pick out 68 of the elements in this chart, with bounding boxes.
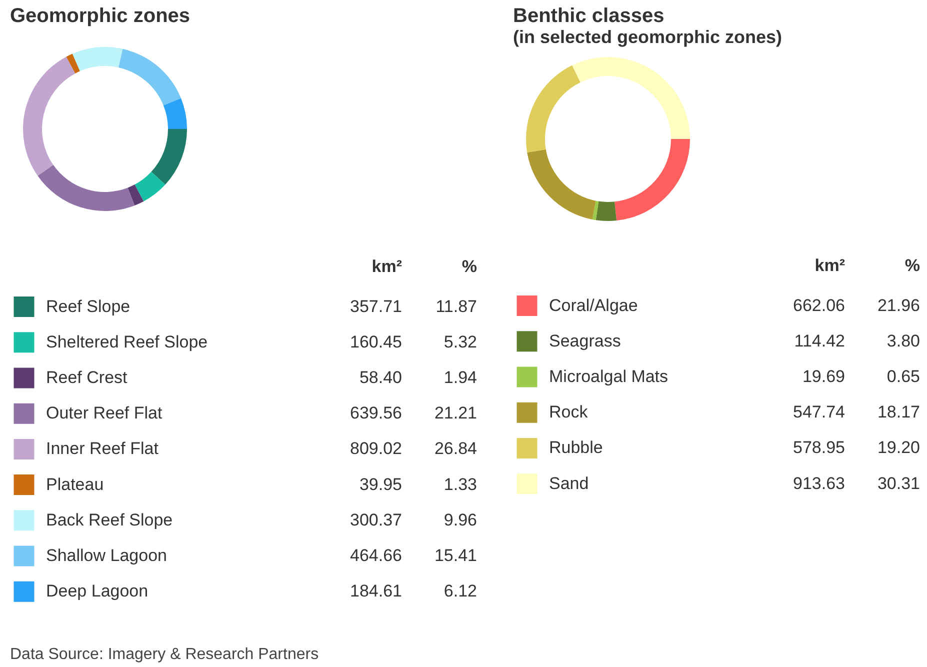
data-label: 464.66: [350, 546, 402, 565]
text: km²: [814, 256, 846, 275]
legend-label: Back Reef Slope: [46, 510, 173, 530]
text: 3.80: [886, 331, 920, 350]
donut-slice: [38, 164, 135, 211]
legend-label: Deep Lagoon: [46, 582, 148, 601]
donut-slice: [23, 56, 76, 176]
data-label: 809.02: [350, 439, 402, 458]
legend-label: Inner Reef Flat: [46, 439, 159, 458]
text: 19.20: [877, 438, 920, 458]
donut-slice: [134, 172, 166, 202]
chart-title: Geomorphic zones: [10, 5, 190, 27]
text: 26.84: [434, 439, 477, 458]
legend-label: Rubble: [549, 438, 603, 458]
text: 21.21: [434, 404, 477, 423]
data-label: 357.71: [350, 296, 402, 316]
data-label: 639.56: [350, 404, 402, 423]
text: 18.17: [877, 402, 920, 422]
legend-label: Shallow Lagoon: [46, 546, 167, 565]
legend-label: Microalgal Mats: [549, 367, 668, 386]
text: 6.12: [444, 582, 477, 601]
data-label: 19.69: [802, 367, 845, 386]
data-label: 39.95: [359, 474, 402, 494]
data-label: 662.06: [793, 296, 845, 315]
text: 30.31: [877, 474, 920, 493]
donut-slice: [614, 139, 690, 221]
text: %: [462, 257, 477, 276]
text: 1.94: [444, 368, 477, 387]
legend-label: Sheltered Reef Slope: [46, 332, 208, 352]
legend-label: Sand: [549, 474, 589, 493]
text: 9.96: [444, 510, 477, 530]
text: %: [904, 256, 920, 275]
data-label: 913.63: [793, 474, 845, 493]
text: 11.87: [436, 296, 477, 316]
legend-label: Reef Crest: [46, 368, 128, 387]
legend-label: Coral/Algae: [549, 296, 638, 315]
donut-slice: [592, 200, 599, 220]
chart-title: Benthic classes: [513, 5, 664, 27]
donut-slice: [527, 149, 596, 220]
source-note: Data Source: Imagery & Research Partners: [10, 646, 319, 663]
data-label: 58.40: [359, 368, 402, 387]
data-label: 184.61: [350, 582, 402, 601]
text: 5.32: [444, 332, 477, 352]
text: 0.65: [886, 367, 920, 386]
legend-label: Rock: [549, 402, 588, 422]
legend-label: Outer Reef Flat: [46, 404, 162, 423]
text: 1.33: [444, 474, 477, 494]
legend-label: Seagrass: [549, 331, 621, 350]
data-label: 578.95: [793, 438, 845, 458]
donut-slice: [72, 47, 123, 72]
legend-label: Reef Slope: [46, 296, 130, 316]
legend-label: Plateau: [46, 474, 104, 494]
donut-slice: [572, 57, 690, 139]
text: km²: [372, 257, 402, 276]
donut-slice: [118, 48, 182, 106]
data-label: 160.45: [350, 332, 402, 352]
data-label: 114.42: [794, 331, 845, 350]
donut-slice: [526, 65, 580, 152]
donut-slice: [151, 129, 187, 185]
text: 15.41: [434, 546, 477, 565]
data-label: 547.74: [793, 402, 845, 422]
donut-slice: [596, 201, 617, 221]
data-label: 300.37: [350, 510, 402, 530]
donut-slice: [66, 54, 80, 74]
text: 21.96: [877, 296, 920, 315]
donut-slice: [163, 98, 187, 129]
donut-slice: [128, 184, 144, 206]
chart-subtitle: (in selected geomorphic zones): [513, 27, 782, 47]
